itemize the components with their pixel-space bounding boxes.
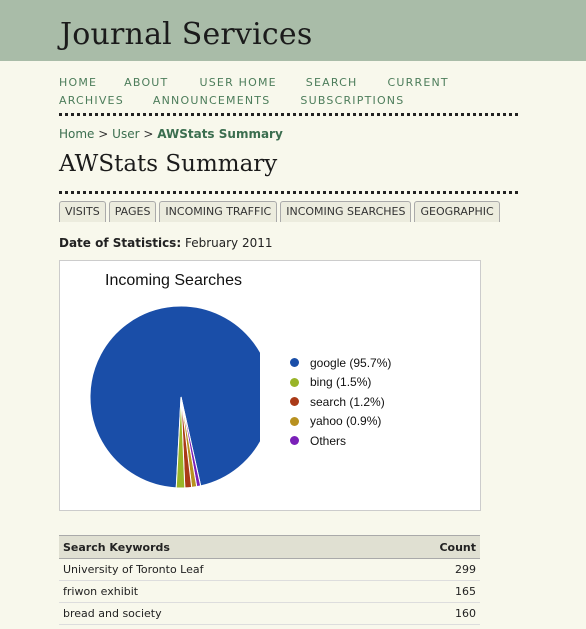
nav-subscriptions[interactable]: SUBSCRIPTIONS	[300, 94, 405, 107]
date-of-statistics: Date of Statistics: February 2011	[59, 236, 273, 250]
chart-legend: google (95.7%) bing (1.5%) search (1.2%) ya…	[290, 353, 391, 451]
site-title[interactable]: Journal Services	[60, 17, 313, 52]
count-cell: 165	[382, 580, 480, 603]
keyword-column-header[interactable]: Search Keywords	[59, 535, 383, 559]
keyword-cell: University of Toronto Leaf	[59, 558, 383, 581]
nav-current[interactable]: CURRENT	[387, 76, 449, 89]
incoming-searches-chart: Incoming Searches google (95.7%) bing (1.…	[59, 260, 481, 511]
legend-item: bing (1.5%)	[290, 373, 391, 393]
stats-tabs: VISITS PAGES INCOMING TRAFFIC INCOMING S…	[59, 201, 503, 222]
nav-home[interactable]: HOME	[59, 76, 98, 89]
title-divider	[59, 191, 518, 194]
date-label: Date of Statistics:	[59, 236, 182, 250]
tab-incoming-traffic[interactable]: INCOMING TRAFFIC	[159, 201, 278, 222]
pie-chart	[89, 305, 260, 489]
site-header: Journal Services	[0, 0, 586, 61]
table-row: friwon exhibit 165	[59, 580, 480, 603]
pie-slice[interactable]	[175, 396, 186, 489]
breadcrumb-separator: >	[98, 127, 109, 141]
count-cell: 160	[382, 602, 480, 625]
keyword-cell: bread and society	[59, 602, 383, 625]
legend-swatch-icon	[290, 358, 299, 368]
nav-about[interactable]: ABOUT	[124, 76, 169, 89]
breadcrumb-home[interactable]: Home	[59, 127, 95, 141]
nav-announcements[interactable]: ANNOUNCEMENTS	[152, 94, 271, 107]
legend-swatch-icon	[290, 397, 299, 407]
pie-slice[interactable]	[89, 305, 260, 489]
nav-search[interactable]: SEARCH	[305, 76, 358, 89]
table-row: bread and society 160	[59, 602, 480, 625]
tab-pages[interactable]: PAGES	[108, 201, 157, 222]
legend-label: Others	[310, 433, 347, 448]
date-value: February 2011	[184, 236, 273, 250]
legend-label: yahoo (0.9%)	[310, 414, 382, 429]
search-keywords-table: Search Keywords Count University of Toro…	[59, 535, 480, 625]
keyword-cell: friwon exhibit	[59, 580, 383, 603]
legend-item: yahoo (0.9%)	[290, 412, 391, 432]
main-nav: HOME ABOUT USER HOME SEARCH CURRENT ARCHIVES…	[59, 74, 519, 110]
nav-archives[interactable]: ARCHIVES	[59, 94, 124, 107]
tab-incoming-searches[interactable]: INCOMING SEARCHES	[280, 201, 412, 222]
legend-item: google (95.7%)	[290, 353, 391, 373]
legend-item: Others	[290, 431, 391, 451]
breadcrumb: Home > User > AWStats Summary	[59, 127, 283, 141]
tab-visits[interactable]: VISITS	[59, 201, 106, 222]
table-row: University of Toronto Leaf 299	[59, 558, 480, 581]
nav-user-home[interactable]: USER HOME	[199, 76, 277, 89]
tab-geographic[interactable]: GEOGRAPHIC	[414, 201, 500, 222]
page-title: AWStats Summary	[59, 151, 278, 177]
breadcrumb-user[interactable]: User	[112, 127, 140, 141]
legend-swatch-icon	[290, 416, 299, 426]
breadcrumb-separator: >	[143, 127, 154, 141]
legend-label: google (95.7%)	[310, 355, 392, 370]
count-cell: 299	[382, 558, 480, 581]
legend-swatch-icon	[290, 436, 299, 446]
nav-divider	[59, 113, 518, 116]
chart-title: Incoming Searches	[105, 272, 242, 289]
legend-label: bing (1.5%)	[310, 375, 372, 390]
count-column-header[interactable]: Count	[382, 535, 480, 559]
legend-swatch-icon	[290, 377, 299, 387]
legend-item: search (1.2%)	[290, 392, 391, 412]
legend-label: search (1.2%)	[310, 394, 385, 409]
table-header-row: Search Keywords Count	[59, 535, 480, 559]
breadcrumb-current[interactable]: AWStats Summary	[157, 127, 283, 141]
